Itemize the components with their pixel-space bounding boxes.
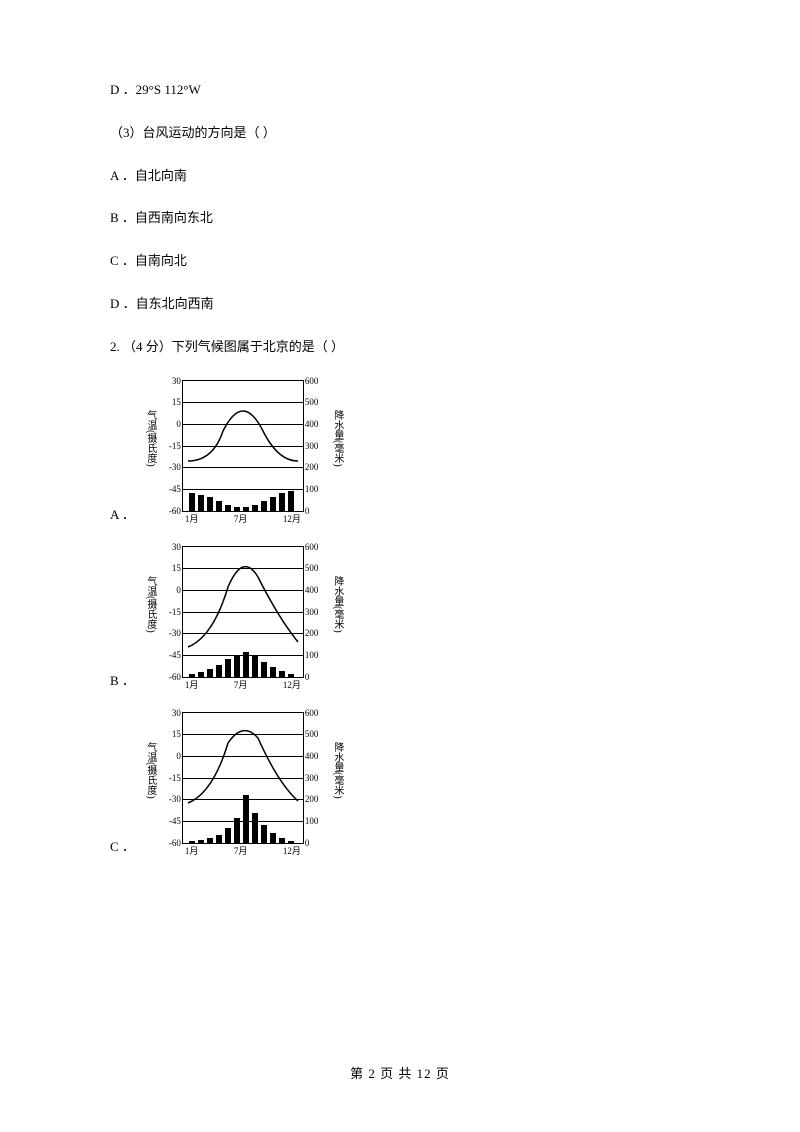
right-axis-label: 降水量(毫米) (330, 546, 345, 633)
chart-a-container: 气温(摄氏度) 30150-15-30-45-60600500400300200… (143, 380, 345, 528)
q3-option-d: D ．自东北向西南 (110, 294, 690, 315)
option-label-c: C ． (110, 836, 135, 860)
q3-option-a: A ．自北向南 (110, 166, 690, 187)
q3-option-c: C ．自南向北 (110, 251, 690, 272)
page-footer: 第 2 页 共 12 页 (0, 1063, 800, 1082)
left-axis-label: 气温(摄氏度) (143, 712, 158, 799)
left-axis-label: 气温(摄氏度) (143, 546, 158, 633)
chart-option-a: A ． 气温(摄氏度) 30150-15-30-45-6060050040030… (110, 380, 690, 528)
chart-option-b: B ． 气温(摄氏度) 30150-15-30-45-6060050040030… (110, 546, 690, 694)
question-2: 2. （4 分）下列气候图属于北京的是（ ） (110, 337, 690, 358)
right-axis-label: 降水量(毫米) (330, 380, 345, 467)
chart-c: 30150-15-30-45-6060050040030020010001月7月… (182, 712, 304, 844)
question-3: （3）台风运动的方向是（ ） (110, 123, 690, 144)
right-axis-label: 降水量(毫米) (330, 712, 345, 799)
q3-option-b: B ．自西南向东北 (110, 208, 690, 229)
chart-option-c: C ． 气温(摄氏度) 30150-15-30-45-6060050040030… (110, 712, 690, 860)
left-axis-label: 气温(摄氏度) (143, 380, 158, 467)
chart-a: 30150-15-30-45-6060050040030020010001月7月… (182, 380, 304, 512)
option-label-b: B ． (110, 670, 135, 694)
chart-b: 30150-15-30-45-6060050040030020010001月7月… (182, 546, 304, 678)
option-d-coord: D ．29°S 112°W (110, 80, 690, 101)
option-label-a: A ． (110, 504, 135, 528)
chart-c-container: 气温(摄氏度) 30150-15-30-45-60600500400300200… (143, 712, 345, 860)
chart-b-container: 气温(摄氏度) 30150-15-30-45-60600500400300200… (143, 546, 345, 694)
